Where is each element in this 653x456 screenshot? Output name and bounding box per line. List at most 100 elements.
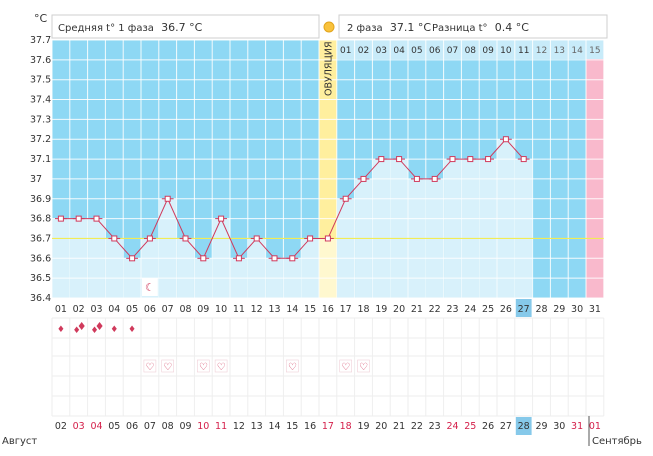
calendar-date-label: 23 (429, 421, 441, 432)
calendar-date-label: 07 (144, 421, 156, 432)
cycle-day-label: 02 (73, 304, 85, 315)
calendar-date-label: 11 (215, 421, 227, 432)
calendar-date-label: 03 (73, 421, 85, 432)
y-tick-label: 36.8 (30, 214, 51, 225)
luteal-day-label: 15 (589, 46, 600, 56)
cycle-day-label: 07 (162, 304, 174, 315)
calendar-date-label: 05 (108, 421, 120, 432)
luteal-day-label: 12 (536, 46, 547, 56)
luteal-day-label: 11 (518, 46, 529, 56)
cycle-day-label: 13 (268, 304, 280, 315)
calendar-date-label: 22 (411, 421, 423, 432)
calendar-date-label: 01 (589, 421, 601, 432)
temperature-point (449, 156, 456, 163)
temperature-point (235, 255, 242, 262)
unit-label: °C (34, 12, 48, 25)
temperature-bar (515, 159, 533, 298)
current-day-highlight (515, 299, 532, 317)
cycle-day-label: 03 (90, 304, 102, 315)
heart-icon: ♡ (145, 362, 154, 373)
temperature-point (307, 235, 314, 242)
temperature-point (520, 156, 527, 163)
calendar-date-label: 29 (535, 421, 547, 432)
calendar-date-label: 17 (322, 421, 334, 432)
phase1-value: 36.7 °C (161, 21, 202, 34)
cycle-day-label: 11 (233, 304, 245, 315)
drop-icon: ♦ (95, 320, 105, 333)
calendar-date-label: 13 (251, 421, 263, 432)
calendar-date-label: 25 (464, 421, 476, 432)
cycle-day-label: 01 (55, 304, 67, 315)
cycle-day-label: 24 (464, 304, 476, 315)
temperature-point (200, 255, 207, 262)
luteal-day-label: 02 (358, 46, 369, 56)
calendar-date-label: 12 (233, 421, 245, 432)
header-left-box (51, 14, 320, 39)
calendar-date-label: 24 (446, 421, 458, 432)
temperature-point (182, 235, 189, 242)
temperature-point (289, 255, 296, 262)
calendar-date-label: 02 (55, 421, 67, 432)
cycle-day-label: 17 (340, 304, 352, 315)
temperature-bar (444, 159, 461, 298)
cycle-day-label: 18 (357, 304, 369, 315)
moon-marker-bg (142, 278, 158, 296)
heart-icon-bg (214, 359, 228, 373)
cycle-day-label: 31 (589, 304, 601, 315)
drop-icon: ♦ (90, 326, 98, 336)
calendar-date-label: 14 (268, 421, 280, 432)
y-tick-label: 37.2 (30, 134, 51, 145)
luteal-strip (336, 40, 604, 59)
heart-icon-bg (339, 359, 353, 373)
heart-icon-bg (285, 359, 299, 373)
temperature-bar (177, 238, 194, 298)
cycle-day-label: 10 (215, 304, 227, 315)
drop-icon: ♦ (110, 325, 118, 335)
calendar-date-label: 06 (126, 421, 138, 432)
temperature-bar (159, 198, 177, 298)
heart-icon: ♡ (341, 362, 350, 373)
temperature-point (467, 156, 474, 163)
calendar-date-label: 31 (571, 421, 583, 432)
temperature-bar (461, 159, 479, 298)
y-tick-label: 36.4 (30, 293, 51, 304)
heart-icon-bg (143, 359, 157, 373)
cycle-day-label: 26 (500, 304, 512, 315)
temperature-point (413, 175, 420, 182)
temperature-point (164, 195, 171, 202)
y-tick-label: 37.5 (30, 75, 51, 86)
heart-icon: ♡ (163, 362, 172, 373)
temperature-point (111, 235, 118, 242)
calendar-date-label: 20 (375, 421, 387, 432)
cycle-day-label: 29 (553, 304, 565, 315)
calendar-date-label: 28 (518, 421, 530, 432)
luteal-day-label: 10 (500, 46, 512, 56)
ovulation-label: ОВУЛЯЦИЯ (323, 41, 334, 96)
difference-label-text: Разница t° 0.4 °C (432, 21, 529, 34)
y-tick-label: 36.5 (30, 273, 51, 284)
y-tick-label: 37 (30, 174, 42, 185)
heart-icon: ♡ (359, 362, 368, 373)
temperature-point (378, 156, 385, 163)
y-tick-label: 37.3 (30, 114, 51, 125)
cycle-day-label: 30 (571, 304, 583, 315)
luteal-day-label: 01 (340, 46, 351, 56)
difference-label: Разница t° (432, 23, 488, 34)
luteal-day-label: 09 (482, 46, 494, 56)
cycle-day-label: 21 (411, 304, 423, 315)
heart-icon-bg (357, 359, 370, 373)
calendar-date-label: 30 (553, 421, 565, 432)
heart-icon: ♡ (199, 362, 208, 373)
luteal-day-label: 06 (429, 46, 441, 56)
y-tick-label: 37.1 (30, 154, 51, 165)
plot-area: 01 02 03 04 05 06 07 08 09 10 11 12 13 14 15 36.4 36.5 36… (30, 35, 605, 304)
cycle-day-label: 08 (179, 304, 191, 315)
y-tick-label: 36.7 (30, 233, 51, 244)
current-date-highlight (515, 417, 532, 435)
drop-icon: ♦ (57, 325, 65, 335)
cycle-day-label: 16 (322, 304, 334, 315)
luteal-day-label: 03 (376, 46, 387, 56)
temperature-point (271, 255, 278, 262)
y-tick-label: 37.6 (30, 55, 51, 66)
